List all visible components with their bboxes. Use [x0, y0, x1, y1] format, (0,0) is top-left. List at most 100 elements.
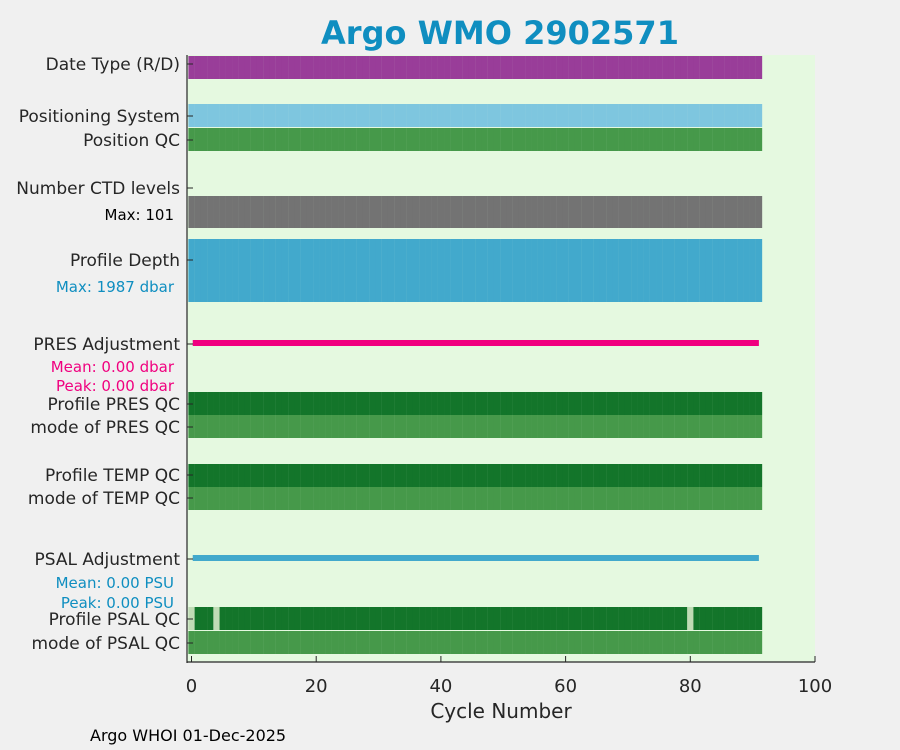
cycle-cell: [419, 607, 426, 630]
cycle-cell: [250, 239, 258, 302]
cycle-cell: [232, 56, 239, 79]
cycle-cell: [232, 104, 239, 127]
cycle-cell: [612, 415, 619, 438]
cycle-cell: [680, 487, 688, 510]
cycle-cell: [475, 196, 482, 228]
cycle-cell: [550, 196, 557, 228]
cycle-cell: [531, 464, 538, 487]
cycle-cell: [462, 487, 470, 510]
cycle-cell: [500, 392, 507, 415]
cycle-cell: [244, 464, 251, 487]
cycle-cell: [300, 415, 308, 438]
cycle-cell: [618, 56, 625, 79]
cycle-cell: [712, 104, 719, 127]
cycle-cell: [493, 196, 501, 228]
cycle-cell: [444, 128, 451, 151]
cycle-cell: [662, 607, 669, 630]
cycle-cell: [724, 128, 731, 151]
cycle-cell: [612, 631, 619, 654]
row-note: Max: 1987 dbar: [56, 278, 175, 296]
cycle-cell: [531, 196, 538, 228]
cycle-cell: [200, 464, 208, 487]
cycle-cell: [450, 392, 457, 415]
cycle-cell: [244, 56, 251, 79]
cycle-cell: [500, 239, 507, 302]
cycle-cell: [693, 56, 700, 79]
cycle-cell: [219, 631, 226, 654]
cycle-cell: [207, 607, 214, 630]
cycle-cell: [687, 56, 694, 79]
cycle-cell: [225, 487, 233, 510]
cycle-cell: [568, 464, 576, 487]
cycle-cell: [512, 56, 520, 79]
cycle-cell: [550, 464, 557, 487]
cycle-cell: [612, 239, 619, 302]
cycle-cell: [705, 392, 713, 415]
cycle-cell: [306, 631, 314, 654]
cycle-cell: [275, 196, 283, 228]
cycle-cell: [244, 104, 251, 127]
cycle-cell: [412, 104, 420, 127]
cycle-cell: [531, 128, 538, 151]
cycle-cell: [263, 631, 270, 654]
cycle-cell: [394, 487, 401, 510]
cycle-cell: [593, 128, 601, 151]
cycle-cell: [450, 631, 457, 654]
cycle-cell: [568, 56, 576, 79]
cycle-cell: [749, 128, 756, 151]
cycle-cell: [518, 128, 526, 151]
cycle-cell: [350, 415, 357, 438]
cycle-cell: [450, 487, 457, 510]
cycle-cell: [518, 464, 526, 487]
cycle-cell: [194, 607, 202, 630]
cycle-cell: [375, 631, 382, 654]
cycle-cell: [475, 128, 482, 151]
cycle-cell: [387, 239, 395, 302]
cycle-cell: [250, 631, 258, 654]
cycle-cell: [406, 415, 414, 438]
cycle-cell: [437, 415, 445, 438]
cycle-cell: [512, 487, 520, 510]
cycle-cell: [631, 415, 638, 438]
cycle-cell: [556, 392, 563, 415]
cycle-cell: [631, 487, 638, 510]
cycle-cell: [232, 415, 239, 438]
cycle-cell: [506, 392, 513, 415]
cycle-cell: [568, 392, 576, 415]
cycle-cell: [493, 128, 501, 151]
cycle-cell: [718, 464, 725, 487]
cycle-cell: [207, 128, 214, 151]
cycle-cell: [200, 239, 208, 302]
cycle-cell: [369, 487, 376, 510]
cycle-cell: [306, 196, 314, 228]
cycle-cell: [431, 128, 438, 151]
cycle-cell: [431, 239, 438, 302]
cycle-cell: [456, 56, 463, 79]
cycle-cell: [350, 392, 357, 415]
cycle-cell: [244, 392, 251, 415]
cycle-cell: [543, 415, 551, 438]
cycle-cell: [624, 415, 632, 438]
cycle-cell: [450, 196, 457, 228]
cycle-cell: [693, 128, 700, 151]
x-tick-label: 0: [186, 676, 197, 697]
cycle-cell: [269, 56, 276, 79]
cycle-cell: [325, 128, 332, 151]
cycle-cell: [437, 128, 445, 151]
cycle-cell: [375, 607, 382, 630]
cycle-cell: [674, 487, 682, 510]
cycle-cell: [263, 56, 270, 79]
cycle-cell: [419, 239, 426, 302]
cycle-cell: [662, 415, 669, 438]
cycle-cell: [250, 128, 258, 151]
cycle-cell: [730, 128, 738, 151]
cycle-cell: [350, 487, 357, 510]
cycle-cell: [543, 239, 551, 302]
cycle-cell: [462, 128, 470, 151]
cycle-cell: [319, 56, 326, 79]
cycle-cell: [537, 631, 544, 654]
cycle-cell: [506, 487, 513, 510]
cycle-cell: [338, 56, 345, 79]
cycle-cell: [387, 487, 395, 510]
